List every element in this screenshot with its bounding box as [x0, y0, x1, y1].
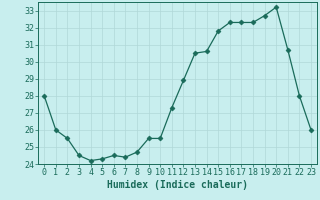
X-axis label: Humidex (Indice chaleur): Humidex (Indice chaleur) — [107, 180, 248, 190]
